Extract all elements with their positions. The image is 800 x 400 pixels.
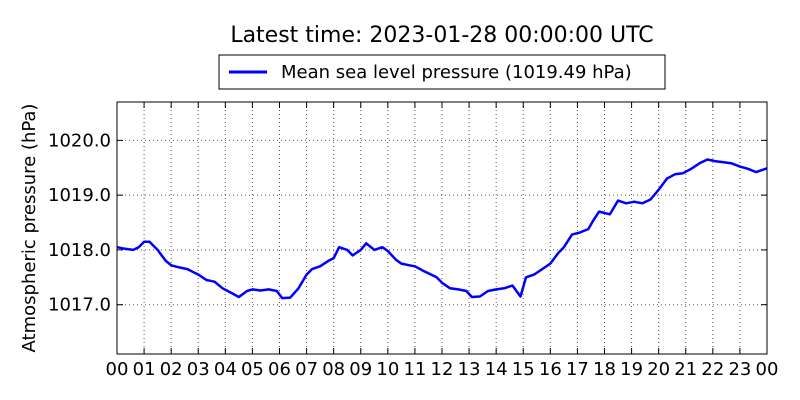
x-tick-label: 04 [214,359,237,380]
x-tick-label: 14 [485,359,508,380]
y-axis-label: Atmospheric pressure (hPa) [19,104,40,353]
x-tick-label: 10 [376,359,399,380]
y-tick-label: 1017.0 [48,295,111,316]
y-tick-label: 1020.0 [48,130,111,151]
y-tick-labels: 1017.0 1018.0 1019.0 1020.0 [48,130,111,315]
x-tick-label: 02 [160,359,183,380]
x-tick-label: 12 [431,359,454,380]
y-tick-label: 1019.0 [48,185,111,206]
y-tick-label: 1018.0 [48,240,111,261]
x-tick-label: 00 [106,359,129,380]
x-tick-label: 18 [593,359,616,380]
x-tick-label: 06 [268,359,291,380]
x-tick-label: 11 [403,359,426,380]
legend-box [218,54,666,90]
x-tick-label: 08 [322,359,345,380]
x-tick-label: 13 [458,359,481,380]
axis-ticks [116,102,768,354]
x-tick-label: 17 [566,359,589,380]
x-tick-label: 05 [241,359,264,380]
legend: Mean sea level pressure (1019.49 hPa) [218,54,666,90]
x-tick-label: 23 [728,359,751,380]
x-tick-label: 22 [701,359,724,380]
x-tick-label: 15 [512,359,535,380]
x-tick-label: 07 [295,359,318,380]
x-tick-label: 20 [647,359,670,380]
x-tick-label: 03 [187,359,210,380]
grid [117,102,767,354]
x-tick-label: 19 [620,359,643,380]
x-tick-label: 09 [349,359,372,380]
x-tick-label: 16 [539,359,562,380]
chart-title: Latest time: 2023-01-28 00:00:00 UTC [230,23,653,48]
legend-label: Mean sea level pressure (1019.49 hPa) [281,62,632,83]
x-tick-label: 01 [133,359,156,380]
series-line-mean-sea-level-pressure [116,158,768,300]
x-tick-label: 21 [674,359,697,380]
x-tick-labels: 00 01 02 03 04 05 06 07 08 09 10 11 12 13 14 15 16 17 18 19… [106,359,779,380]
x-tick-label: 00 [756,359,779,380]
plot-frame [116,101,768,355]
